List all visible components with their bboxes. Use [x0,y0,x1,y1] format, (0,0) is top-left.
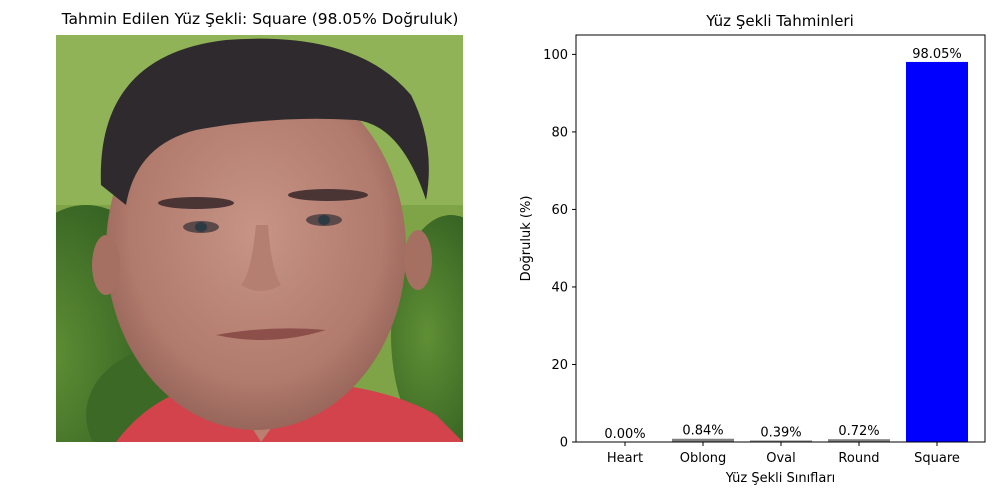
x-tick-label-oblong: Oblong [680,451,727,466]
plot-frame [575,34,986,443]
y-tick-label: 60 [551,203,568,218]
data-label-oblong: 0.84% [682,424,723,439]
data-label-oval: 0.39% [760,425,801,440]
data-label-heart: 0.00% [604,427,645,442]
x-tick-label-oval: Oval [766,451,796,466]
data-label-round: 0.72% [838,424,879,439]
face-photo [56,35,463,442]
bar-oval [750,440,812,442]
y-tick-label: 100 [543,48,568,63]
x-ticks-group: Heart Oblong Oval Round Square [607,442,960,466]
y-tick-label: 0 [560,436,568,451]
x-tick-label-heart: Heart [607,451,643,466]
bars-group [672,61,968,443]
bar-square [906,61,968,443]
bar-round [828,439,890,442]
chart-title: Yüz Şekli Tahminleri [705,12,854,30]
data-label-square: 98.05% [912,47,962,62]
data-labels-group: 0.00% 0.84% 0.39% 0.72% 98.05% [604,47,961,442]
bar-oblong [672,438,734,442]
x-axis-label: Yüz Şekli Sınıfları [725,471,836,486]
y-tick-label: 40 [551,280,568,295]
y-tick-label: 80 [551,125,568,140]
x-tick-label-round: Round [838,451,879,466]
y-ticks-group: 0 20 40 60 80 100 [543,48,576,451]
y-tick-label: 20 [551,358,568,373]
x-tick-label-square: Square [914,451,960,466]
y-axis-label: Doğruluk (%) [519,196,534,282]
face-prediction-title: Tahmin Edilen Yüz Şekli: Square (98.05% … [61,10,459,28]
